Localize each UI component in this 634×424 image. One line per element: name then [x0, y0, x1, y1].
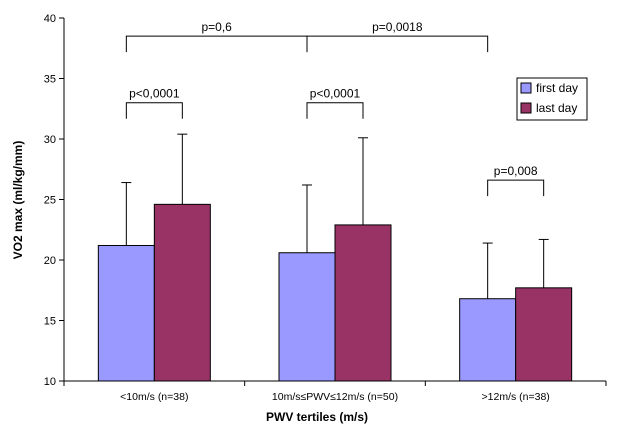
bar-last-day: [334, 224, 392, 382]
bar-first-day: [459, 298, 517, 382]
bar-first-day: [278, 252, 336, 382]
x-axis: <10m/s (n=38) 10m/s≤PWV≤12m/s (n=50) >12m/…: [63, 380, 607, 403]
bar-last-day: [515, 287, 573, 382]
y-tick-label: 15: [44, 316, 56, 328]
y-tick-label: 10: [44, 376, 56, 388]
p-value-label: p=0,6: [201, 20, 232, 34]
p-value-label: p<0,0001: [310, 87, 361, 101]
p-value-label: p=0,0018: [372, 20, 423, 34]
significance-bracket: [125, 102, 183, 119]
significance-bracket: [306, 35, 489, 53]
x-category-label: 10m/s≤PWV≤12m/s (n=50): [272, 391, 398, 403]
y-axis: 10 15 20 25 30 35 40: [44, 13, 65, 388]
y-tick-label: 40: [44, 13, 56, 25]
legend-label: first day: [536, 81, 578, 95]
y-tick-label: 25: [44, 195, 56, 207]
y-tick-label: 20: [44, 255, 56, 267]
p-value-label: p=0,008: [494, 164, 538, 178]
x-category-label: >12m/s (n=38): [482, 391, 550, 403]
legend-swatch-first-day: [520, 82, 532, 94]
legend: first day last day: [516, 77, 588, 121]
bar-last-day: [153, 203, 211, 382]
x-axis-title: PWV tertiles (m/s): [266, 410, 368, 424]
y-tick-label: 30: [44, 134, 56, 146]
significance-annotations: p<0,0001 p<0,0001 p=0,008 p=0,6 p=0,0018: [125, 20, 545, 197]
x-category-label: <10m/s (n=38): [120, 391, 188, 403]
legend-swatch-last-day: [520, 102, 532, 114]
y-tick-label: 35: [44, 74, 56, 86]
error-bars: [121, 133, 549, 299]
significance-bracket: [487, 179, 545, 197]
significance-bracket: [125, 35, 308, 53]
significance-bracket: [306, 102, 364, 119]
bars: [97, 203, 573, 382]
legend-label: last day: [536, 101, 577, 115]
y-axis-title: VO2 max (ml/kg/mm): [11, 141, 25, 260]
bar-first-day: [97, 244, 155, 382]
p-value-label: p<0,0001: [129, 87, 180, 101]
